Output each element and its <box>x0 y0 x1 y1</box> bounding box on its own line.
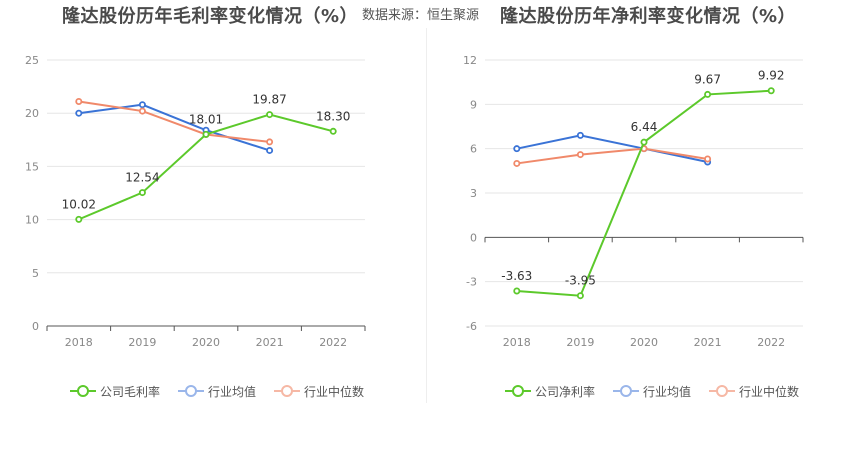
x-tick-label: 2021 <box>256 336 284 349</box>
data-label: 18.01 <box>189 112 223 126</box>
legend-label: 行业均值 <box>643 384 692 399</box>
data-point <box>266 146 274 154</box>
x-tick-label: 2020 <box>630 336 658 349</box>
data-label: -3.63 <box>501 269 532 283</box>
data-point <box>329 127 337 135</box>
series-line <box>78 100 270 143</box>
data-point <box>75 109 83 117</box>
y-tick-label: 3 <box>470 187 477 200</box>
data-point <box>576 131 584 139</box>
y-tick-label: 9 <box>470 98 477 111</box>
net-margin-legend: 公司净利率 行业均值 行业中位数 <box>505 382 817 400</box>
series-line <box>78 103 270 152</box>
data-point <box>576 292 584 300</box>
x-tick-label: 2022 <box>757 336 785 349</box>
data-label: 18.30 <box>316 109 350 123</box>
data-point <box>576 151 584 159</box>
legend-label: 行业均值 <box>208 384 257 399</box>
y-tick-label: 25 <box>25 54 39 67</box>
x-tick-label: 2019 <box>566 336 594 349</box>
data-label: 10.02 <box>62 197 96 211</box>
y-tick-label: 5 <box>32 267 39 280</box>
net-margin-chart: -6 -3 0 3 6 9 12 2018 2019 2020 2021 2022 -3.63 -3.95… <box>463 54 804 349</box>
y-tick-label: 0 <box>32 320 39 333</box>
series-line <box>516 134 708 163</box>
legend-item-company[interactable]: 公司净利率 <box>505 383 595 400</box>
legend-line-marker-icon <box>613 385 640 397</box>
data-label: 6.44 <box>631 120 658 134</box>
gross-margin-chart: 0 5 10 15 20 25 2018 2019 2020 2021 2022 10.02 12.54… <box>25 54 366 349</box>
data-label: 12.54 <box>125 171 159 185</box>
legend-item-industry-median[interactable]: 行业中位数 <box>274 383 364 400</box>
legend-item-industry-average[interactable]: 行业均值 <box>178 383 256 400</box>
x-tick-label: 2018 <box>65 336 93 349</box>
data-point <box>202 130 210 138</box>
data-point <box>138 189 146 197</box>
x-tick-label: 2018 <box>503 336 531 349</box>
legend-label: 公司净利率 <box>535 384 596 399</box>
data-point <box>75 97 83 105</box>
y-tick-label: 0 <box>470 231 477 244</box>
legend-item-industry-average[interactable]: 行业均值 <box>613 383 691 400</box>
legend-label: 公司毛利率 <box>100 384 161 399</box>
y-tick-label: 20 <box>25 107 39 120</box>
data-point <box>767 87 775 95</box>
legend-label: 行业中位数 <box>739 384 800 399</box>
legend-line-marker-icon <box>505 385 531 397</box>
legend-line-marker-icon <box>709 385 736 397</box>
y-tick-label: -6 <box>466 320 477 333</box>
y-tick-label: 10 <box>25 214 39 227</box>
data-point <box>75 215 83 223</box>
y-tick-label: 12 <box>463 54 477 67</box>
data-label: 19.87 <box>252 93 286 107</box>
data-point <box>513 287 521 295</box>
data-point <box>640 138 648 146</box>
data-label: 9.67 <box>694 72 721 86</box>
series-line <box>516 147 708 165</box>
y-tick-label: 6 <box>470 143 477 156</box>
legend-label: 行业中位数 <box>304 384 365 399</box>
data-point <box>266 138 274 146</box>
x-tick-label: 2021 <box>694 336 722 349</box>
chart-divider <box>426 28 427 403</box>
data-point <box>138 101 146 109</box>
net-margin-chart-title: 隆达股份历年净利率变化情况（%） <box>500 6 797 27</box>
legend-item-industry-median[interactable]: 行业中位数 <box>709 383 799 400</box>
gross-margin-chart-title: 隆达股份历年毛利率变化情况（%） <box>62 6 359 27</box>
x-tick-label: 2019 <box>128 336 156 349</box>
data-point <box>704 90 712 98</box>
data-point <box>513 145 521 153</box>
legend-item-company[interactable]: 公司毛利率 <box>70 383 160 400</box>
legend-line-marker-icon <box>274 385 301 397</box>
y-tick-label: -3 <box>466 276 477 289</box>
y-tick-label: 15 <box>25 160 39 173</box>
x-tick-label: 2022 <box>319 336 347 349</box>
data-point <box>704 155 712 163</box>
legend-line-marker-icon <box>70 385 96 397</box>
data-point <box>266 111 274 119</box>
data-source-label: 数据来源：恒生聚源 <box>362 8 480 23</box>
data-label: 9.92 <box>758 69 785 83</box>
data-point <box>513 159 521 167</box>
data-label: -3.95 <box>565 274 596 288</box>
x-tick-label: 2020 <box>192 336 220 349</box>
gross-margin-legend: 公司毛利率 行业均值 行业中位数 <box>70 382 382 400</box>
data-point <box>138 107 146 115</box>
legend-line-marker-icon <box>178 385 205 397</box>
